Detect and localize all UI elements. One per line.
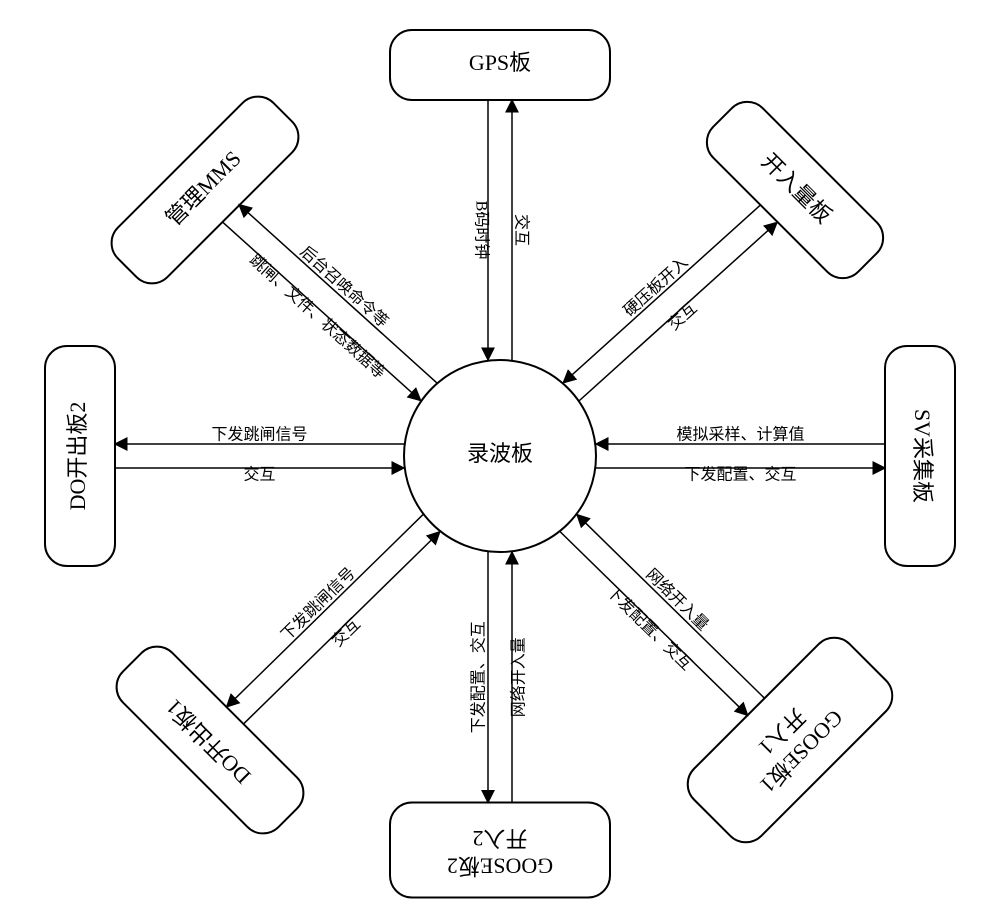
node-gps-label-0: GPS板	[469, 50, 531, 75]
edge-gps-out-label: 交互	[512, 214, 530, 246]
node-sv: SV采集板	[885, 346, 955, 566]
edge-gps	[488, 100, 512, 360]
edge-di-out-label: 交互	[665, 299, 701, 334]
edge-do1-in-label: 交互	[329, 615, 364, 650]
edge-sv	[596, 444, 885, 468]
node-g1: GOOSE板1开入1	[679, 629, 902, 852]
edge-mms	[223, 205, 437, 401]
node-do1: DO开出板1	[107, 637, 312, 842]
edge-di	[563, 205, 777, 401]
edge-gps-in-label: B码时钟	[472, 201, 490, 260]
edge-do2	[115, 444, 404, 468]
edge-g2-out-label: 下发配置、交互	[470, 621, 488, 733]
edge-do1	[227, 515, 440, 724]
node-do2-label-0: DO开出板2	[65, 402, 90, 511]
node-gps: GPS板	[390, 30, 610, 100]
node-do2: DO开出板2	[45, 346, 115, 566]
node-g2-label-1: 开入2	[472, 826, 527, 851]
diagram-container: 录波板 GPS板开入量板 SV采集板 GOOSE板1开入1 GOOSE板2 开入2 DO开出…	[0, 0, 1000, 912]
node-di: 开入量板	[698, 93, 892, 287]
edge-g2	[488, 552, 512, 803]
edge-sv-in-label: 模拟采样、计算值	[676, 425, 804, 444]
node-mms: 管理MMS	[102, 87, 307, 292]
node-g2: GOOSE板2 开入2	[390, 803, 610, 898]
edge-g1	[560, 515, 764, 716]
center-label: 录波板	[467, 441, 533, 466]
edge-do2-in-label: 交互	[243, 466, 275, 484]
edge-g2-in-label: 网络开入量	[509, 637, 528, 717]
edge-do2-out-label: 下发跳闸信号	[211, 426, 307, 444]
edge-sv-out-label: 下发配置、交互	[684, 466, 796, 484]
node-g2-label-0: GOOSE板2	[447, 854, 553, 879]
node-sv-label-0: SV采集板	[910, 409, 935, 503]
